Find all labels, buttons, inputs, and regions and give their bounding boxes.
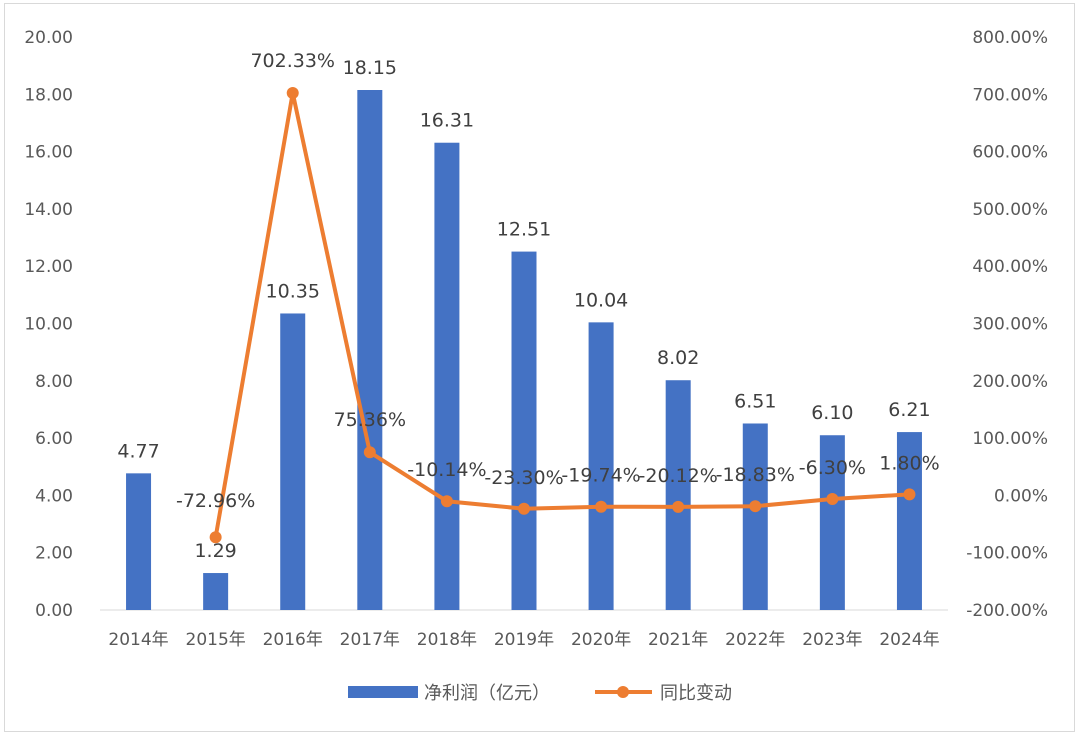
- right-y-tick-label: 100.00%: [972, 429, 1048, 449]
- line-data-label: -18.83%: [716, 464, 795, 486]
- bar-data-label: 1.29: [194, 540, 236, 562]
- x-tick-label: 2015年: [186, 630, 246, 650]
- bar-data-label: 16.31: [420, 110, 474, 132]
- line-data-label: -23.30%: [484, 467, 563, 489]
- line-data-labels: -72.96% 702.33% 75.36% -10.14%-23.30%-19.74…: [176, 50, 940, 512]
- right-y-tick-label: -200.00%: [966, 601, 1048, 621]
- left-y-tick-label: 14.00: [24, 200, 73, 220]
- bar: [742, 423, 768, 610]
- yoy-line: [213, 90, 910, 538]
- right-y-tick-label: 300.00%: [972, 315, 1048, 335]
- right-y-tick-label: 400.00%: [972, 257, 1048, 277]
- legend-swatch-net-profit: [348, 686, 418, 698]
- legend: 净利润（亿元） 同比变动: [348, 683, 732, 704]
- right-y-tick-label: -100.00%: [966, 544, 1048, 564]
- bar-series: [126, 90, 922, 610]
- bar-data-label: 10.35: [266, 280, 320, 302]
- line-point: [518, 502, 530, 515]
- line-point: [363, 446, 376, 459]
- bar: [665, 380, 691, 610]
- left-y-axis: 0.00 2.00 4.00 6.00 8.00 10.00 12.00 14.00 16.00…: [24, 28, 73, 621]
- line-data-label: 702.33%: [250, 50, 335, 72]
- bar: [588, 322, 614, 610]
- x-tick-label: 2018年: [417, 630, 477, 650]
- left-y-tick-label: 4.00: [35, 486, 73, 506]
- line-data-label: 1.80%: [879, 452, 939, 474]
- right-y-axis: -200.00% -100.00% 0.00% 100.00% 200.00% 300.0…: [966, 28, 1048, 621]
- left-y-tick-label: 0.00: [35, 601, 73, 621]
- x-tick-label: 2019年: [494, 630, 554, 650]
- line-point: [903, 488, 916, 501]
- bar-data-label: 6.21: [888, 399, 930, 421]
- x-tick-label: 2020年: [571, 630, 631, 650]
- line-point: [826, 493, 839, 506]
- line-data-label: -20.12%: [639, 465, 718, 487]
- line-point: [672, 500, 685, 513]
- left-y-tick-label: 2.00: [35, 544, 73, 564]
- bar: [126, 473, 152, 610]
- x-axis: 2014年 2015年 2016年 2017年 2018年 2019年 2020年 2021年…: [108, 630, 939, 650]
- bar: [203, 573, 229, 610]
- left-y-tick-label: 6.00: [35, 429, 73, 449]
- legend-label-yoy: 同比变动: [660, 683, 732, 704]
- x-tick-label: 2024年: [879, 630, 939, 650]
- bar-data-label: 18.15: [343, 57, 397, 79]
- left-y-tick-label: 16.00: [24, 143, 73, 163]
- x-tick-label: 2017年: [340, 630, 400, 650]
- left-y-tick-label: 8.00: [35, 372, 73, 392]
- bar: [819, 435, 845, 610]
- line-data-label: -6.30%: [799, 457, 866, 479]
- x-tick-label: 2021年: [648, 630, 708, 650]
- legend-swatch-yoy-marker: [617, 686, 629, 698]
- bar-data-label: 4.77: [117, 440, 159, 462]
- line-data-label: -19.74%: [561, 465, 640, 487]
- line-data-label: -10.14%: [407, 459, 486, 481]
- x-tick-label: 2016年: [263, 630, 323, 650]
- right-y-tick-label: 500.00%: [972, 200, 1048, 220]
- bar: [357, 90, 383, 610]
- line-data-label: 75.36%: [334, 409, 406, 431]
- right-y-tick-label: 800.00%: [972, 28, 1048, 48]
- left-y-tick-label: 10.00: [24, 315, 73, 335]
- right-y-tick-label: 0.00%: [994, 486, 1048, 506]
- right-y-tick-label: 600.00%: [972, 143, 1048, 163]
- x-tick-label: 2023年: [802, 630, 862, 650]
- right-y-tick-label: 700.00%: [972, 85, 1048, 105]
- line-point: [209, 531, 222, 544]
- bar: [434, 142, 460, 610]
- legend-label-net-profit: 净利润（亿元）: [424, 683, 550, 704]
- bar: [280, 313, 306, 610]
- x-tick-label: 2014年: [108, 630, 168, 650]
- bar: [896, 432, 922, 610]
- right-y-tick-label: 200.00%: [972, 372, 1048, 392]
- bar-data-label: 10.04: [574, 289, 628, 311]
- bar-data-label: 12.51: [497, 219, 551, 241]
- bar-data-labels: 4.77 1.29 10.35 18.15 16.31 12.51 10.04 8.02 6.5…: [117, 57, 930, 562]
- left-y-tick-label: 12.00: [24, 257, 73, 277]
- bar-data-label: 6.10: [811, 402, 853, 424]
- line-point: [286, 86, 299, 99]
- bar: [511, 251, 537, 610]
- bar-data-label: 6.51: [734, 390, 776, 412]
- line-point: [595, 500, 608, 513]
- line-data-label: -72.96%: [176, 490, 255, 512]
- line-point: [440, 495, 453, 508]
- x-tick-label: 2022年: [725, 630, 785, 650]
- bar-data-label: 8.02: [657, 347, 699, 369]
- line-series: [209, 86, 916, 544]
- left-y-tick-label: 18.00: [24, 85, 73, 105]
- line-point: [749, 500, 762, 513]
- left-y-tick-label: 20.00: [24, 28, 73, 48]
